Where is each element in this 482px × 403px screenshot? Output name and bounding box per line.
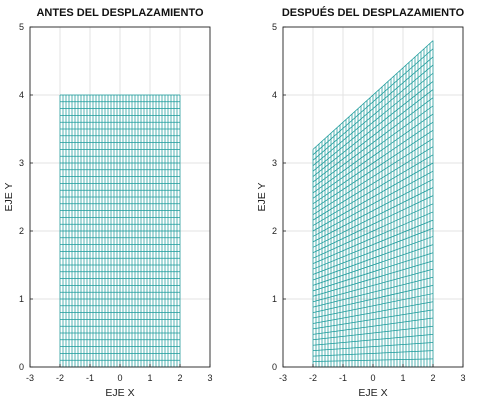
x-tick-label: 3: [207, 373, 212, 383]
mesh-horizontal-line: [312, 105, 434, 194]
mesh-horizontal-line: [312, 146, 434, 221]
x-tick-label: -2: [309, 373, 317, 383]
y-tick-label: 1: [19, 294, 24, 304]
mesh-horizontal-line: [312, 227, 434, 275]
mesh-horizontal-line: [312, 89, 434, 183]
x-tick-label: -3: [26, 373, 34, 383]
mesh-horizontal-line: [312, 130, 434, 210]
y-tick-label: 3: [19, 158, 24, 168]
x-axis-label: EJE X: [358, 387, 387, 399]
mesh-horizontal-line: [312, 301, 434, 324]
chart-title: ANTES DEL DESPLAZAMIENTO: [36, 7, 203, 19]
plot-before: -3 -2 -1 0 1 2 3 0 1 2 3 4 5 ANTES DEL DESPLAZAMIEN…: [3, 7, 213, 399]
mesh-horizontal-line: [312, 342, 434, 352]
mesh-horizontal-line: [312, 56, 434, 161]
mesh-horizontal-line: [312, 358, 434, 362]
y-tick-label: 2: [272, 226, 277, 236]
mesh-horizontal-line: [312, 81, 434, 177]
mesh-horizontal-line: [312, 40, 434, 150]
mesh-horizontal-line: [312, 244, 434, 286]
mesh-horizontal-line: [312, 72, 434, 172]
mesh-horizontal-line: [312, 195, 434, 254]
mesh-horizontal-line: [312, 276, 434, 308]
mesh-horizontal-line: [312, 64, 434, 167]
mesh-horizontal-line: [312, 162, 434, 232]
mesh-horizontal-line: [312, 285, 434, 313]
mesh-horizontal-line: [312, 113, 434, 199]
x-tick-label: -1: [86, 373, 94, 383]
y-tick-label: 5: [19, 22, 24, 32]
y-tick-label: 0: [19, 362, 24, 372]
x-tick-label: 2: [430, 373, 435, 383]
x-tick-label: 3: [460, 373, 465, 383]
mesh-horizontal-line: [312, 293, 434, 319]
mesh-horizontal-line: [312, 236, 434, 281]
y-tick-label: 2: [19, 226, 24, 236]
mesh-horizontal-line: [312, 154, 434, 226]
mesh-horizontal-line: [312, 97, 434, 188]
x-tick-label: -3: [279, 373, 287, 383]
mesh-horizontal-line: [312, 48, 434, 156]
chart-title: DESPUÉS DEL DESPLAZAMIENTO: [282, 6, 465, 19]
y-tick-label: 0: [272, 362, 277, 372]
x-axis-label: EJE X: [105, 387, 134, 399]
mesh: [312, 40, 434, 368]
y-axis-label: EJE Y: [3, 183, 15, 212]
mesh-horizontal-line: [312, 170, 434, 237]
mesh-horizontal-line: [312, 121, 434, 205]
x-tick-label: 2: [177, 373, 182, 383]
x-tick-label: 1: [400, 373, 405, 383]
y-tick-label: 5: [272, 22, 277, 32]
x-ticks: -3 -2 -1 0 1 2 3: [26, 364, 213, 383]
x-tick-label: 0: [117, 373, 122, 383]
x-tick-label: -1: [339, 373, 347, 383]
mesh-horizontal-line: [312, 219, 434, 270]
y-ticks: 0 1 2 3 4 5: [272, 22, 286, 372]
mesh-horizontal-line: [312, 138, 434, 215]
y-tick-label: 4: [272, 90, 277, 100]
mesh-horizontal-line: [312, 350, 434, 357]
x-tick-label: 0: [370, 373, 375, 383]
y-ticks: 0 1 2 3 4 5: [19, 22, 33, 372]
x-tick-label: 1: [147, 373, 152, 383]
mesh-horizontal-line: [312, 333, 434, 346]
mesh-horizontal-line: [312, 268, 434, 303]
mesh-horizontal-line: [312, 178, 434, 243]
mesh-horizontal-line: [312, 252, 434, 292]
y-tick-label: 1: [272, 294, 277, 304]
y-axis-label: EJE Y: [256, 183, 268, 212]
y-tick-label: 4: [19, 90, 24, 100]
mesh-horizontal-line: [312, 260, 434, 297]
plot-after: -3 -2 -1 0 1 2 3 0 1 2 3 4 5 DESPUÉS DEL DESPLAZAMI…: [256, 6, 466, 399]
mesh-horizontal-line: [312, 325, 434, 341]
x-tick-label: -2: [56, 373, 64, 383]
mesh: [59, 94, 181, 368]
mesh-horizontal-line: [312, 187, 434, 248]
mesh-horizontal-line: [312, 211, 434, 264]
mesh-horizontal-line: [312, 309, 434, 330]
mesh-horizontal-line: [312, 317, 434, 335]
x-ticks: -3 -2 -1 0 1 2 3: [279, 364, 466, 383]
y-tick-label: 3: [272, 158, 277, 168]
mesh-horizontal-line: [312, 203, 434, 259]
